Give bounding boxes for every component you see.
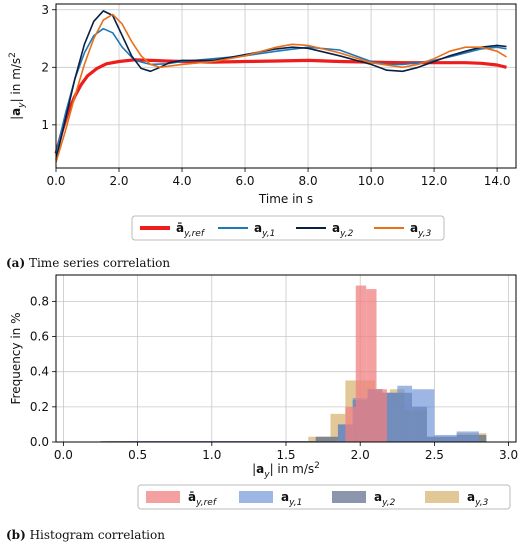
x-tick-label: 1.5 [276,448,295,462]
legend-label: ay,1 [254,221,275,239]
series-line-1 [54,58,507,155]
caption-b-text: Histogram correlation [29,528,165,542]
y-axis-label: Frequency in % [9,313,23,405]
hist-bar-2 [397,385,413,442]
legend-label: ay,3 [467,490,489,508]
plot-frame [55,3,517,169]
series-line-2 [55,27,507,154]
x-tick-label: 0.0 [46,174,65,188]
caption-a: (a) Time series correlation [6,256,170,270]
time-series-chart: 0.0 2.0 4.0 6.0 8.0 10.0 12.0 14.0 1 2 3 Time in s |… [8,3,517,206]
x-tick-label: 12.0 [421,174,448,188]
hist-bar-2 [412,389,435,442]
hist-bar-3 [315,436,338,442]
y-tick-label: 0.4 [30,365,49,379]
series-line-4 [55,13,507,163]
x-tick-label: 10.0 [358,174,385,188]
histogram-chart: 0.0 0.5 1.0 1.5 2.0 2.5 3.0 0.0 0.2 0.4 0.6 0.8 |ay|… [9,274,518,480]
x-axis-label: Time in s [258,192,313,206]
x-tick-label: 3.0 [499,448,518,462]
x-tick-label: 6.0 [235,174,254,188]
legend-swatch [239,491,273,503]
caption-b-label: (b) [6,528,26,542]
legend-swatch [425,491,459,503]
plot-frame [55,274,517,443]
hist-bar-1 [345,406,356,442]
y-tick-label: 2 [41,60,49,74]
x-tick-label: 14.0 [484,174,511,188]
x-tick-label: 4.0 [172,174,191,188]
y-tick-label: 0.2 [30,400,49,414]
y-tick-label: 1 [41,118,49,132]
legend-label: ay,2 [332,221,354,239]
y-tick-label: 3 [41,3,49,17]
y-tick-label: 0.0 [30,435,49,449]
y-tick-label: 0.8 [30,294,49,308]
caption-a-label: (a) [6,256,26,270]
histogram-legend: āy,ref ay,1 ay,2 ay,3 [137,484,511,510]
legend-label: āy,ref [176,221,206,239]
x-tick-label: 2.0 [351,448,370,462]
x-tick-label: 8.0 [299,174,318,188]
hist-bar-1 [355,285,367,442]
series-line-3 [55,10,507,160]
legend-swatch [146,491,180,503]
legend-label: ay,1 [281,490,302,508]
caption-b: (b) Histogram correlation [6,528,165,542]
hist-bar-1 [366,289,377,442]
legend-swatch [332,491,366,503]
x-tick-label: 2.5 [425,448,444,462]
hist-bar-1 [376,389,387,442]
hist-bar-2 [456,431,479,442]
x-tick-label: 0.5 [128,448,147,462]
legend-label: āy,ref [188,490,218,508]
x-tick-label: 0.0 [54,448,73,462]
time-series-legend: āy,ref ay,1 ay,2 ay,3 [131,215,445,241]
x-tick-label: 1.0 [202,448,221,462]
legend-frame [137,484,511,510]
y-tick-label: 0.6 [30,330,49,344]
hist-bar-2 [434,434,457,442]
caption-a-text: Time series correlation [28,256,171,270]
legend-frame [131,215,445,241]
legend-label: ay,3 [410,221,432,239]
legend-label: ay,2 [374,490,396,508]
x-axis-label: |ay| in m/s2 [252,461,320,480]
x-tick-label: 2.0 [109,174,128,188]
y-axis-label: |ay| in m/s2 [8,52,27,120]
